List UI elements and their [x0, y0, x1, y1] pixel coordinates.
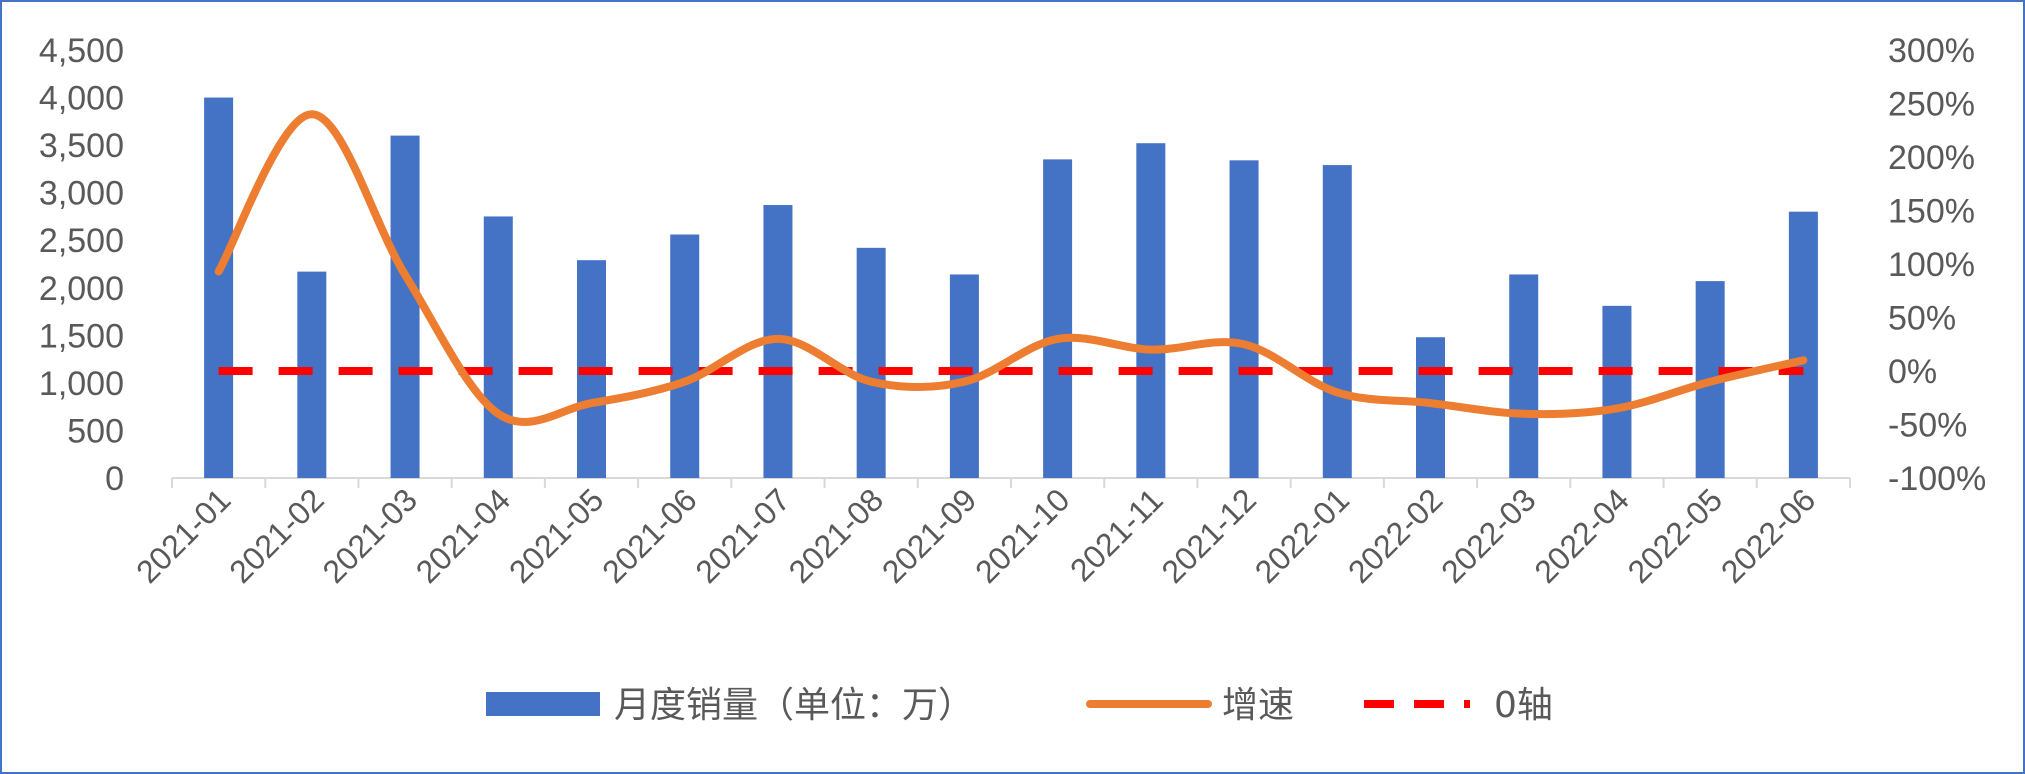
growth-rate-point	[1057, 338, 1059, 340]
x-tick-label: 2021-06	[595, 481, 703, 589]
growth-rate-point	[218, 270, 220, 272]
legend-label-growth: 增速	[1222, 685, 1294, 726]
y-left-tick-label: 2,000	[39, 270, 124, 308]
bar-monthly-sales	[1136, 143, 1166, 478]
y-right-tick-label: 200%	[1888, 139, 1975, 177]
x-tick-label: 2022-06	[1714, 481, 1822, 589]
bar-monthly-sales	[483, 216, 513, 478]
y-left-tick-label: 1,500	[39, 317, 124, 355]
x-tick-label: 2021-11	[1063, 481, 1170, 588]
bar-monthly-sales	[204, 97, 234, 479]
bar-monthly-sales	[1229, 160, 1259, 478]
growth-rate-point	[1336, 391, 1338, 393]
x-tick-label: 2021-12	[1155, 481, 1263, 589]
bar-monthly-sales	[1788, 211, 1818, 478]
y-left-tick-label: 4,000	[39, 80, 124, 118]
y-right-tick-label: 100%	[1888, 246, 1975, 284]
growth-rate-point	[1616, 407, 1618, 409]
y-left-tick-label: 1,000	[39, 365, 124, 403]
x-tick-label: 2021-08	[782, 481, 890, 589]
x-tick-label: 2022-01	[1248, 481, 1356, 589]
bar-monthly-sales	[1602, 305, 1632, 478]
y-left-tick-label: 2,500	[39, 222, 124, 260]
growth-rate-line	[214, 110, 1808, 426]
growth-rate-point	[1430, 402, 1431, 404]
y-left-tick-label: 3,000	[39, 175, 124, 213]
x-tick-label: 2021-05	[502, 481, 610, 589]
growth-rate-point	[777, 338, 779, 340]
bar-monthly-sales	[1043, 159, 1073, 478]
y-left-tick-label: 3,500	[39, 127, 124, 165]
growth-rate-point	[404, 274, 406, 276]
y-right-tick-label: 0%	[1888, 353, 1937, 391]
y-right-tick-label: -100%	[1888, 460, 1986, 498]
y-left-tick-label: 500	[67, 412, 124, 450]
growth-rate-point	[963, 381, 965, 383]
y-right-tick-label: 50%	[1888, 300, 1956, 338]
y-right-tick-label: 300%	[1888, 32, 1975, 70]
x-tick-label: 2021-03	[316, 481, 424, 589]
growth-rate-point	[684, 381, 686, 383]
x-tick-label: 2021-04	[409, 481, 517, 589]
growth-rate-point	[497, 413, 499, 415]
y-left-tick-label: 4,500	[39, 32, 124, 70]
x-tick-label: 2021-07	[688, 481, 796, 589]
legend-label-zero: 0轴	[1494, 685, 1553, 726]
y-right-tick-label: -50%	[1888, 407, 1967, 445]
x-tick-label: 2022-05	[1621, 481, 1729, 589]
legend-label-sales: 月度销量（单位：万）	[614, 685, 974, 726]
growth-rate-point	[1243, 343, 1245, 345]
growth-rate-point	[591, 402, 592, 404]
x-tick-label: 2021-09	[875, 481, 983, 589]
bar-monthly-sales	[390, 135, 420, 478]
x-tick-label: 2022-04	[1527, 481, 1635, 589]
growth-rate-point	[311, 113, 313, 115]
y-left-tick-label: 0	[105, 460, 124, 498]
bar-monthly-sales	[856, 247, 886, 478]
x-tick-label: 2022-03	[1434, 481, 1542, 589]
growth-rate-point	[1709, 381, 1711, 383]
bar-monthly-sales	[1509, 274, 1539, 478]
growth-rate-point	[1150, 349, 1152, 351]
growth-rate-point	[1523, 413, 1525, 415]
bar-monthly-sales	[1322, 165, 1352, 478]
x-tick-label: 2021-10	[968, 481, 1076, 589]
x-tick-label: 2021-01	[129, 481, 237, 589]
legend-swatch-sales	[486, 692, 600, 716]
x-tick-label: 2021-02	[222, 481, 330, 589]
y-right-tick-label: 250%	[1888, 86, 1975, 124]
growth-rate-point	[870, 381, 872, 383]
y-right-tick-label: 150%	[1888, 193, 1975, 231]
growth-rate-point	[1802, 359, 1804, 361]
bar-monthly-sales	[670, 234, 700, 478]
x-tick-label: 2022-02	[1341, 481, 1449, 589]
